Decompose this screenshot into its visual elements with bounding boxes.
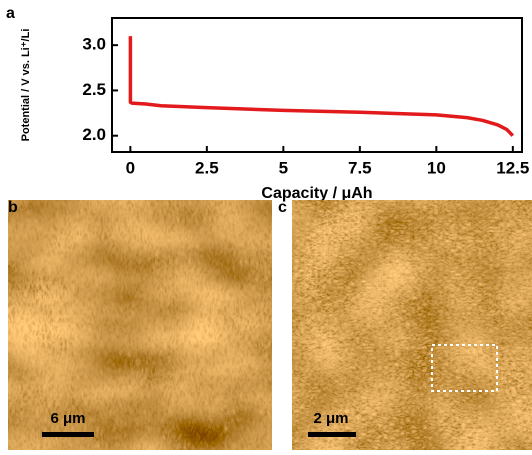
x-tick-label: 10	[427, 158, 446, 177]
panel-label: a	[6, 5, 15, 22]
y-tick-label: 2.5	[82, 80, 106, 99]
scale-bar-label: 2 μm	[313, 410, 348, 427]
afm-image-b	[8, 200, 272, 450]
plot-frame	[112, 18, 522, 152]
y-tick-label: 2.0	[82, 125, 106, 144]
panel-label: b	[8, 199, 18, 216]
y-axis-label: Potential / V vs. Li⁺/Li	[20, 29, 32, 142]
page: a Potential / V vs. Li⁺/Li Capacity / μA…	[0, 0, 532, 450]
scale-bar	[42, 432, 94, 437]
x-tick-label: 2.5	[195, 158, 219, 177]
x-tick-label: 5	[279, 158, 288, 177]
scale-bar-label: 6 μm	[50, 410, 85, 427]
panel-label: c	[278, 199, 287, 216]
x-tick-label: 0	[126, 158, 135, 177]
scale-bar	[308, 432, 356, 437]
figure: a Potential / V vs. Li⁺/Li Capacity / μA…	[0, 0, 532, 450]
x-tick-label: 12.5	[496, 158, 529, 177]
data-line	[130, 36, 512, 136]
y-tick-label: 3.0	[82, 35, 106, 54]
x-tick-label: 7.5	[348, 158, 372, 177]
